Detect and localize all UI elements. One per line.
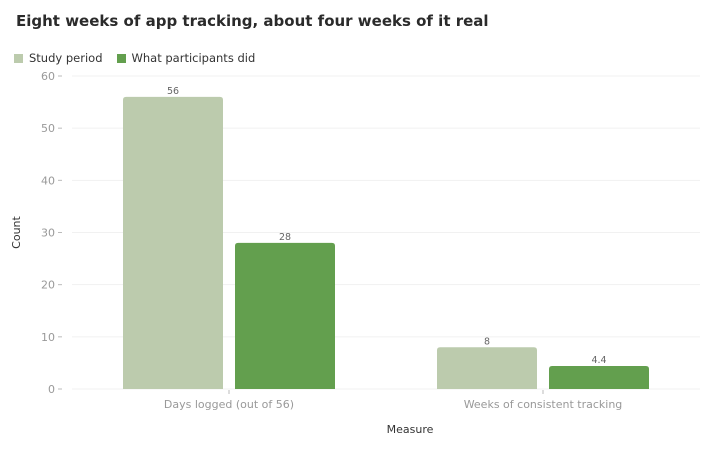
y-tick-label-0: 0 [48,383,55,396]
bar-what-participants-did-days-logged-out-of-56 [235,242,335,389]
legend-item-study-period: Study period [14,51,103,65]
y-tick-label-60: 60 [41,70,55,83]
bar-study-period-days-logged-out-of-56 [123,96,223,389]
legend-label-what-participants-did: What participants did [131,51,256,65]
data-label-what-participants-did-weeks-of-consistent-tracking: 4.4 [591,355,606,366]
legend-swatch-study-period [14,53,23,63]
bar-study-period-weeks-of-consistent-tracking [437,347,537,389]
data-label-study-period-weeks-of-consistent-tracking: 8 [484,336,490,347]
x-axis-title: Measure [387,423,434,436]
y-tick-label-10: 10 [41,331,55,344]
legend-swatch-what-participants-did [116,53,126,63]
y-axis-title: Count [10,215,23,248]
y-tick-label-40: 40 [41,174,55,187]
chart-title: Eight weeks of app tracking, about four … [16,12,489,30]
legend-item-what-participants-did: What participants did [116,51,256,65]
data-label-what-participants-did-days-logged-out-of-56: 28 [279,232,291,243]
x-tick-label-days-logged-out-of-56: Days logged (out of 56) [164,398,294,411]
bar-what-participants-did-weeks-of-consistent-tracking [549,366,649,389]
legend: Study period What participants did [14,51,255,65]
data-label-study-period-days-logged-out-of-56: 56 [167,86,179,97]
legend-label-study-period: Study period [29,51,103,65]
y-tick-label-50: 50 [41,122,55,135]
y-tick-label-20: 20 [41,279,55,292]
x-tick-label-weeks-of-consistent-tracking: Weeks of consistent tracking [464,398,623,411]
y-tick-label-30: 30 [41,227,55,240]
